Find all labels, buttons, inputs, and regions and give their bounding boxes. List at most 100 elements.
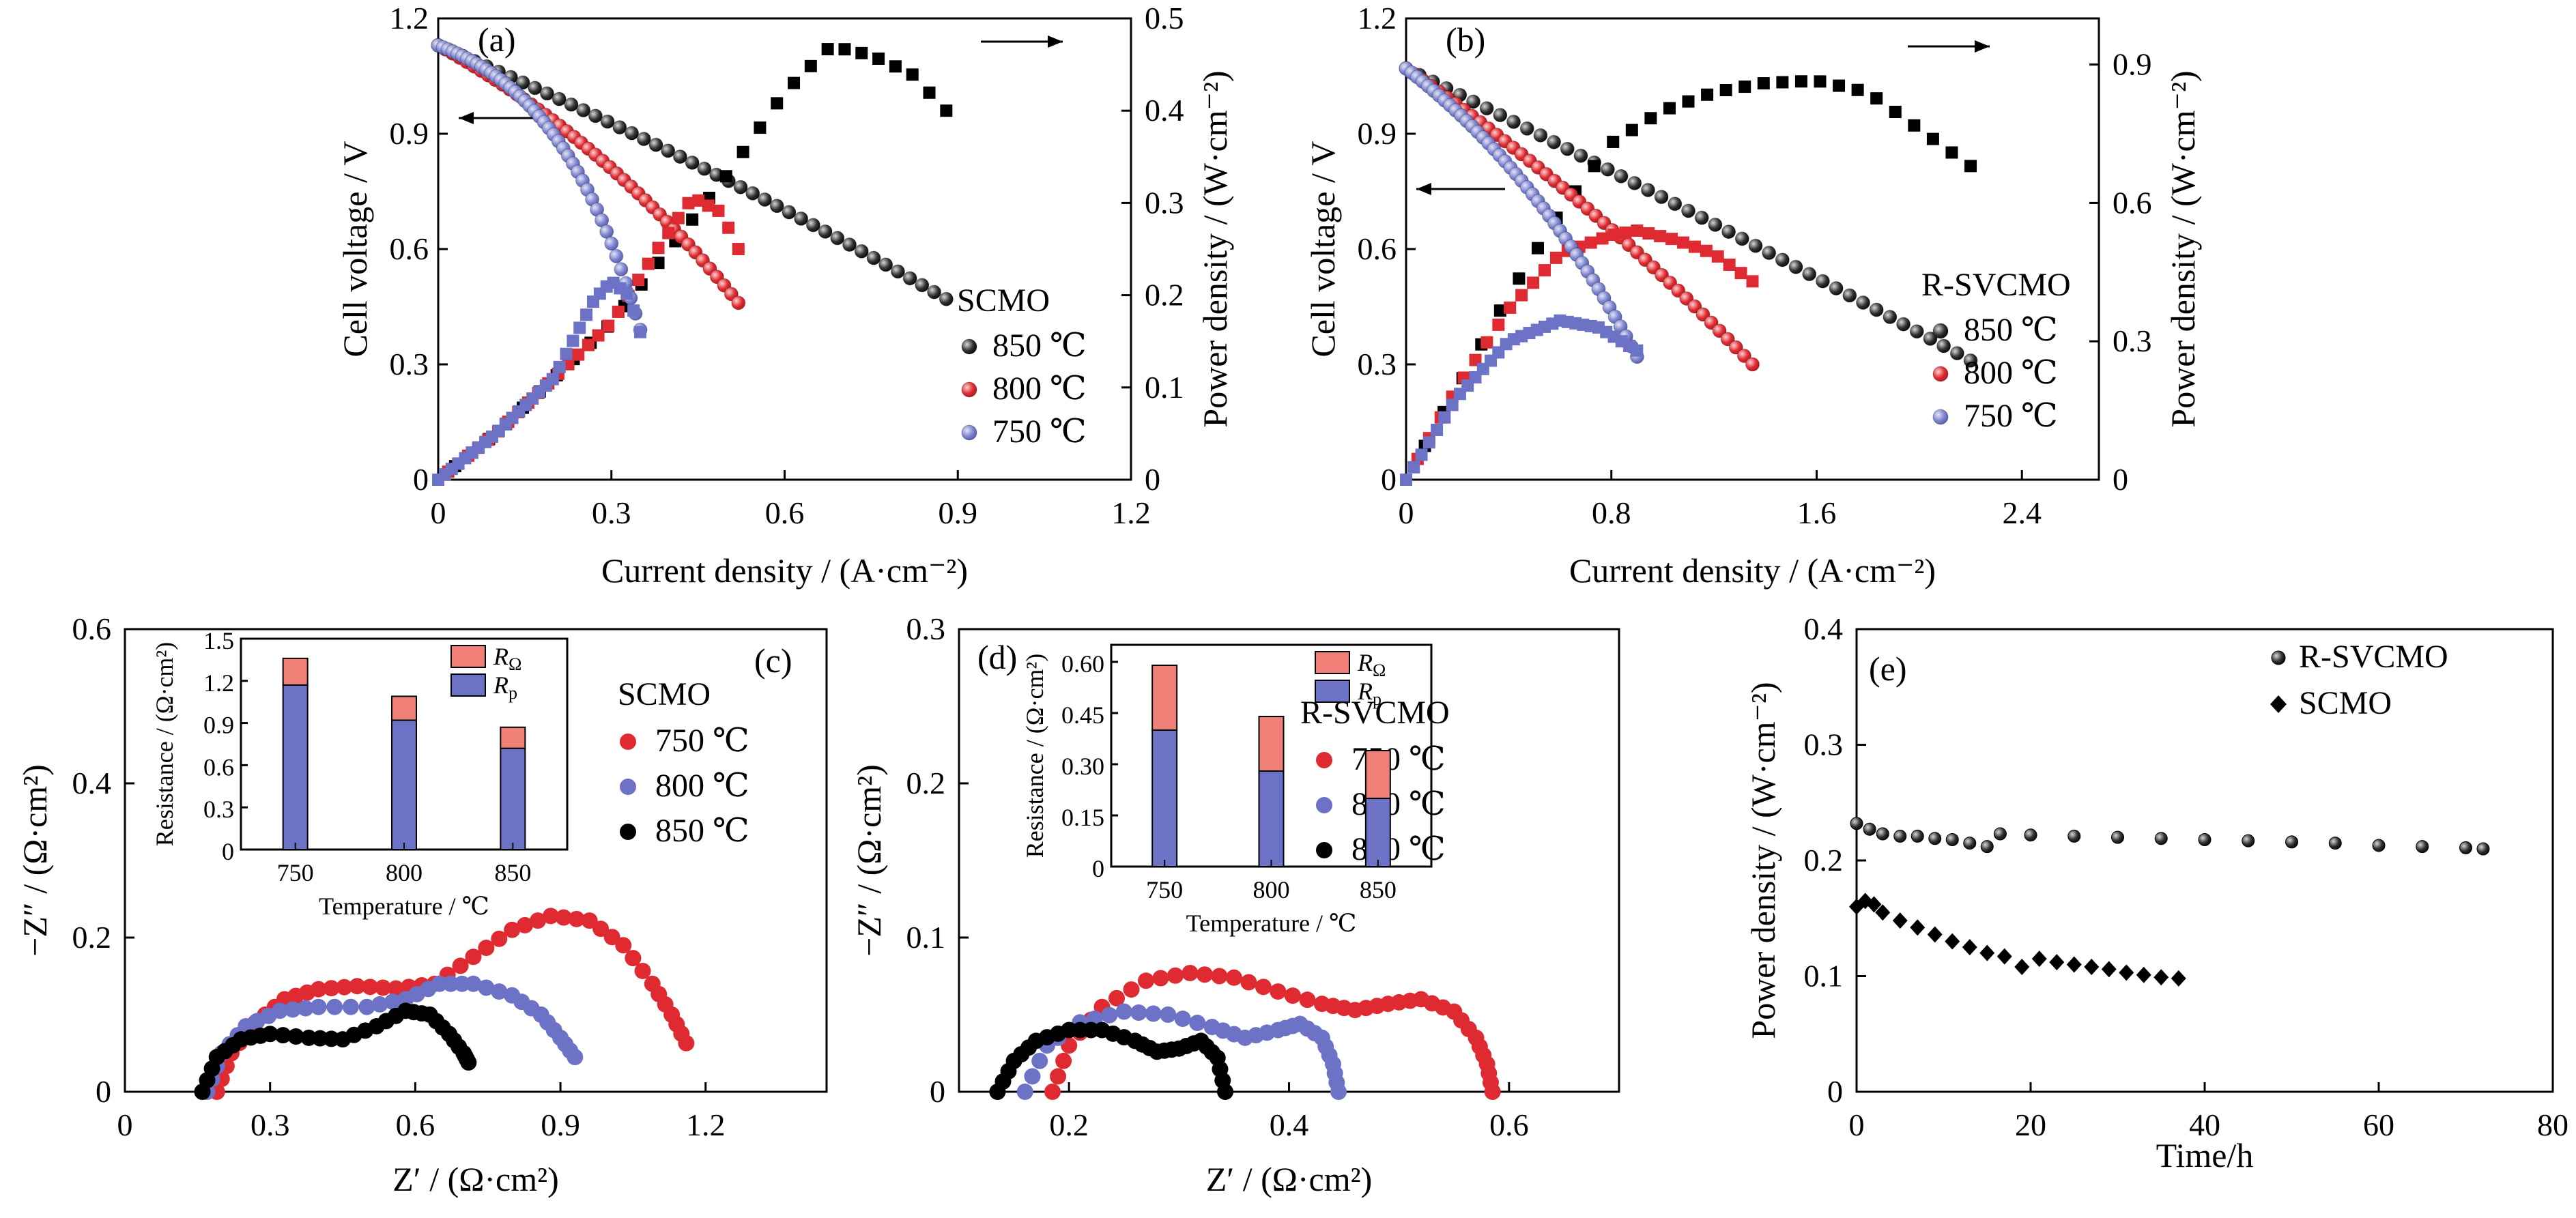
- impedance-point: [297, 1000, 314, 1017]
- impedance-point: [1044, 1084, 1061, 1100]
- legend-marker: [620, 779, 636, 795]
- impedance-point: [284, 1001, 301, 1018]
- impedance-point: [310, 981, 327, 998]
- power-point: [1642, 227, 1655, 240]
- scmo-point: [2031, 951, 2047, 968]
- power-point: [1701, 88, 1714, 101]
- impedance-point: [1255, 978, 1272, 996]
- power-point: [1738, 81, 1751, 93]
- inset-legend-swatch: [1315, 651, 1350, 674]
- rsvcmo-point: [2459, 841, 2472, 854]
- y-tick-label: 0: [930, 1074, 945, 1109]
- impedance-point: [261, 1026, 278, 1043]
- panel-c: 0 0.3 0.6 0.9 1.2 0 0.2 0.4 0.6 Z′ / (Ω·cm²) −Z″ /…: [16, 611, 828, 1198]
- y-tick-label: 0.3: [1804, 727, 1844, 762]
- power-point: [1596, 232, 1609, 245]
- y-axis-label: −Z″ / (Ω·cm²): [16, 764, 54, 957]
- y-tick-label: 0.3: [390, 347, 429, 381]
- inset-x-tick-label: 800: [386, 859, 423, 886]
- voltage-point: [588, 108, 603, 124]
- voltage-point: [1734, 231, 1749, 246]
- voltage-point: [672, 149, 687, 164]
- impedance-point: [517, 916, 534, 933]
- voltage-point: [1668, 197, 1683, 212]
- impedance-point: [453, 975, 470, 992]
- power-point: [652, 257, 665, 270]
- scmo-point: [1945, 933, 1960, 950]
- impedance-point: [274, 1027, 291, 1044]
- inset-legend-label: Rp: [493, 671, 517, 703]
- rsvcmo-point: [1876, 827, 1889, 841]
- scmo-point: [2014, 958, 2030, 975]
- voltage-point: [1712, 323, 1727, 338]
- impedance-point: [615, 937, 632, 954]
- voltage-point: [1762, 246, 1777, 261]
- voltage-point: [1869, 302, 1884, 317]
- legend-marker: [1932, 366, 1949, 382]
- y-tick-label: 0: [1381, 462, 1397, 497]
- impedance-point: [1174, 1011, 1191, 1028]
- voltage-point: [1654, 190, 1669, 205]
- power-point: [692, 194, 705, 207]
- legend-marker: [1932, 323, 1949, 339]
- impedance-point: [1182, 964, 1199, 981]
- legend-label: R-SVCMO: [2299, 639, 2448, 675]
- impedance-point: [529, 912, 546, 929]
- power-point: [1625, 124, 1638, 136]
- power-point: [1584, 236, 1597, 249]
- impedance-point: [1016, 1084, 1033, 1100]
- power-point: [1644, 112, 1657, 125]
- x-axis-label: Time/h: [2156, 1136, 2254, 1174]
- voltage-point: [648, 137, 663, 152]
- power-point: [1889, 106, 1902, 119]
- power-point: [634, 325, 647, 338]
- voltage-point: [1614, 169, 1629, 184]
- voltage-point: [1573, 148, 1588, 163]
- x-tick-label: 0: [1849, 1107, 1865, 1142]
- power-point: [736, 145, 749, 158]
- power-point: [1415, 448, 1428, 461]
- x-tick-label: 0: [1399, 495, 1414, 530]
- legend-marker: [620, 824, 636, 840]
- rsvcmo-point: [1928, 832, 1942, 845]
- power-point: [572, 348, 585, 361]
- power-point: [732, 243, 745, 255]
- power-point: [923, 86, 936, 99]
- power-point: [686, 213, 699, 226]
- power-point: [1719, 84, 1732, 97]
- inset-y-axis-label: Resistance / (Ω·cm²): [151, 642, 178, 846]
- power-point: [702, 199, 715, 212]
- voltage-point: [1736, 349, 1751, 364]
- panel-label: (a): [478, 20, 516, 59]
- voltage-point: [528, 81, 543, 96]
- impedance-point: [287, 1028, 304, 1045]
- scmo-point: [1927, 926, 1943, 943]
- power-point: [662, 227, 675, 240]
- impedance-point: [388, 980, 405, 997]
- voltage-point: [1748, 238, 1763, 253]
- power-point: [1700, 244, 1713, 257]
- bar-rp: [391, 719, 417, 850]
- voltage-point: [1775, 252, 1790, 267]
- inset-x-tick-label: 750: [277, 859, 314, 886]
- x-tick-label: 0.3: [251, 1107, 290, 1142]
- power-point: [1480, 336, 1493, 349]
- rsvcmo-point: [2285, 835, 2298, 849]
- y-tick-label: 0: [413, 462, 429, 497]
- rsvcmo-point: [2372, 839, 2386, 852]
- power-point: [1870, 92, 1883, 105]
- power-point: [1422, 436, 1435, 449]
- power-point: [1631, 224, 1644, 237]
- rsvcmo-point: [2242, 834, 2255, 847]
- power-point: [788, 76, 801, 89]
- rsvcmo-point: [1945, 832, 1959, 846]
- inset-legend-label: RΩ: [1357, 649, 1386, 680]
- panel-a: 0 0.3 0.6 0.9 1.200.30.60.91.200.10.20.30.40…: [336, 1, 1234, 590]
- legend-label: 800 ℃: [992, 371, 1087, 407]
- rsvcmo-point: [2476, 842, 2490, 856]
- power-point: [1527, 276, 1540, 289]
- legend-label: 750 ℃: [655, 723, 749, 759]
- impedance-point: [431, 975, 448, 992]
